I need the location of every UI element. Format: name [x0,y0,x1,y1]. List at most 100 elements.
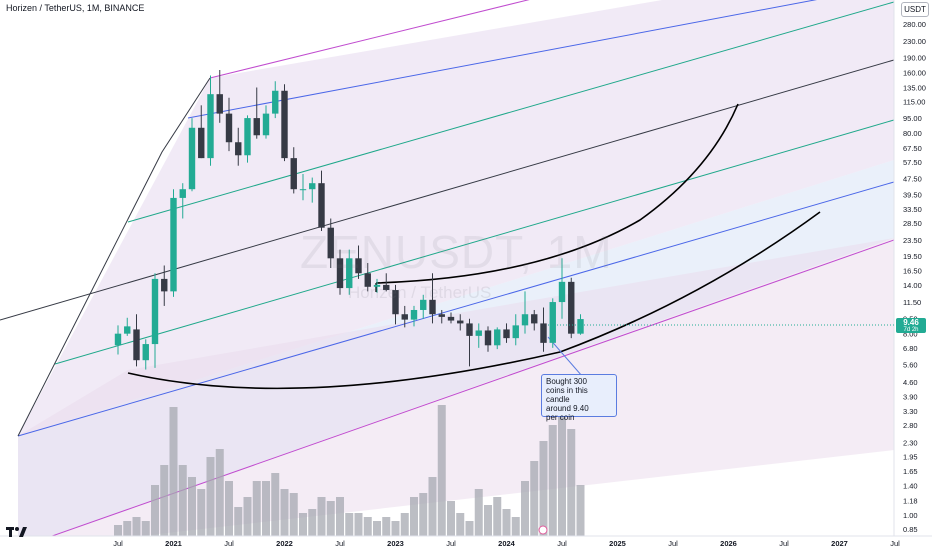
candle-body[interactable] [114,333,122,346]
time-tick-label: Jul [446,539,456,548]
candle-body[interactable] [309,183,316,190]
time-axis[interactable]: Jul 2021 Jul 2022 Jul 2023 Jul 2024 Jul 2025 Jul 20… [113,539,900,548]
candle-body[interactable] [401,314,408,320]
candle-body[interactable] [179,189,186,198]
price-tick-label: 4.60 [903,378,918,387]
price-tick-label: 280.00 [903,20,926,29]
candle-body[interactable] [558,281,566,303]
volume-bar [419,493,428,536]
price-tick-label: 3.30 [903,407,918,416]
price-tick-label: 1.18 [903,496,918,505]
volume-bar [539,441,548,536]
candle-body[interactable] [355,258,362,274]
volume-bar [456,513,465,536]
candle-body[interactable] [503,329,510,339]
annotation-callout[interactable]: Bought 300 coins in this candle around 9… [541,374,617,422]
time-tick-label: Jul [779,539,789,548]
price-tick-label: 3.90 [903,392,918,401]
volume-bar [243,497,252,536]
candle-body[interactable] [447,316,455,321]
candle-body[interactable] [133,329,140,361]
volume-bar [363,517,372,536]
candle-body[interactable] [170,197,177,292]
candle-body[interactable] [299,189,307,191]
pitchfork-lower-band [18,238,894,536]
candle-body[interactable] [392,290,399,315]
current-price-value: 9.46 [903,318,919,327]
price-tick-label: 1.40 [903,482,918,491]
pitchfork-teal-lower [54,119,894,365]
volume-bar [206,457,215,536]
candle-body[interactable] [253,118,260,136]
volume-bar [289,493,298,536]
volume-bar [151,485,159,536]
volume-bar [576,485,585,536]
candle-body[interactable] [327,227,334,259]
candle-body[interactable] [262,113,270,136]
candle-body[interactable] [429,299,436,315]
candle-body[interactable] [188,127,196,190]
candle-body[interactable] [336,258,344,289]
volume-bar [271,473,280,536]
candle-body[interactable] [207,94,214,159]
price-tick-label: 19.50 [903,252,922,261]
volume-bar [530,461,539,536]
time-tick-label: 2023 [387,539,404,548]
candle-body[interactable] [512,325,519,339]
candle-body[interactable] [383,284,390,291]
candle-body[interactable] [420,299,427,310]
candle-body[interactable] [484,330,492,346]
pitchfork-median-line [0,59,894,321]
price-tick-label: 1.95 [903,453,918,462]
candle-body[interactable] [577,319,584,334]
time-tick-label: 2024 [498,539,516,548]
time-tick-label: 2021 [165,539,182,548]
price-tick-label: 230.00 [903,37,926,46]
candle-body[interactable] [494,329,501,346]
candle-body[interactable] [457,320,464,324]
candle-body[interactable] [531,314,538,324]
candle-body[interactable] [521,314,529,326]
candle-body[interactable] [272,90,279,114]
candle-body[interactable] [373,284,381,287]
candle-body[interactable] [475,330,482,336]
candle-body[interactable] [410,309,418,320]
candle-body[interactable] [346,258,353,289]
candle-body[interactable] [318,183,325,228]
candle-body[interactable] [364,273,371,287]
candle-body[interactable] [466,323,473,336]
candle-body[interactable] [216,94,223,114]
price-tick-label: 160.00 [903,69,926,78]
time-tick-label: Jul [113,539,123,548]
candle-body[interactable] [151,278,159,345]
candle-body[interactable] [161,278,168,292]
candle-body[interactable] [540,323,547,343]
candle-body[interactable] [198,127,205,159]
volume-bar [410,497,418,536]
candle-body[interactable] [235,142,242,156]
volume-bar [169,407,178,536]
candle-body[interactable] [244,118,251,156]
candle-body[interactable] [281,90,288,159]
time-tick-label: Jul [890,539,900,548]
price-tick-label: 1.65 [903,467,918,476]
candle-body[interactable] [290,158,297,190]
tradingview-logo-icon[interactable] [6,525,28,540]
pitchfork-upper-line [209,0,530,79]
candle-body[interactable] [142,344,149,361]
price-tick-label: 0.85 [903,525,918,534]
support-curve [127,211,821,390]
volume-bar [317,497,326,536]
current-price-badge: 9.46 7d 2h [896,318,926,333]
candle-body[interactable] [225,113,233,143]
currency-badge[interactable]: USDT [901,2,929,17]
volume-bar [326,501,335,536]
candle-body[interactable] [124,326,131,334]
event-marker-icon[interactable] [538,525,548,535]
price-tick-label: 80.00 [903,129,922,138]
price-tick-label: 5.60 [903,361,918,370]
candle-body[interactable] [568,281,575,334]
candle-body[interactable] [438,314,445,317]
candle-body[interactable] [549,302,556,343]
